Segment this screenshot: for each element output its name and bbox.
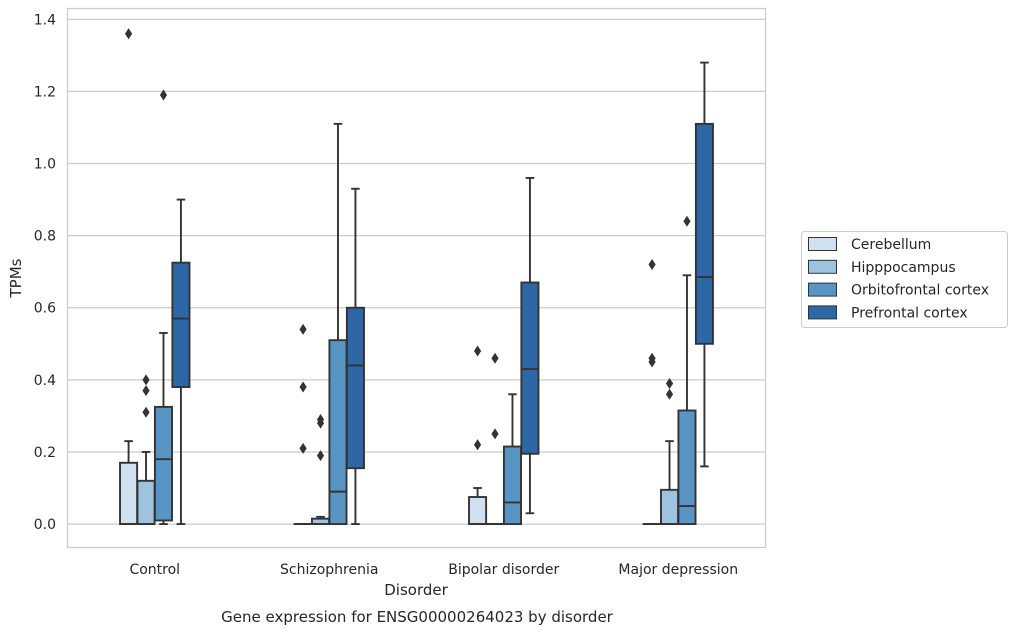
box	[136, 374, 156, 526]
box	[119, 28, 139, 526]
outlier-point	[491, 428, 499, 440]
x-tick-label: Bipolar disorder	[448, 562, 559, 578]
legend-label: Orbitofrontal cortex	[851, 283, 989, 299]
box	[677, 215, 697, 526]
box	[660, 377, 680, 526]
outlier-point	[299, 323, 307, 335]
box	[694, 61, 714, 468]
box-iqr	[328, 339, 348, 526]
box	[345, 187, 365, 526]
outlier-point	[299, 381, 307, 393]
legend-label: Hipppocampus	[851, 260, 956, 276]
legend-frame	[801, 231, 1008, 328]
box	[502, 393, 522, 526]
outlier-point	[473, 439, 482, 451]
box-iqr	[171, 261, 191, 389]
box	[293, 323, 313, 526]
y-tick-label: 0.4	[34, 373, 56, 389]
x-axis-ticks: Control Schizophrenia Bipolar disorder Majo…	[129, 562, 738, 578]
box	[468, 345, 488, 526]
outlier-point	[142, 406, 150, 418]
box-iqr	[660, 488, 680, 526]
box-iqr	[153, 405, 173, 522]
legend-swatch	[808, 305, 837, 320]
x-tick-label: Major depression	[618, 562, 738, 578]
outlier-point	[491, 352, 499, 364]
box-groups	[119, 28, 714, 526]
box-iqr	[468, 496, 488, 526]
x-axis-label: Disorder	[384, 581, 448, 599]
y-axis-ticks: 0.0 0.2 0.4 0.6 0.8 1.0 1.2 1.4	[34, 12, 56, 533]
legend-swatch	[808, 282, 837, 297]
series-prefrontal-cortex	[171, 61, 714, 526]
series-hipppocampus	[136, 352, 680, 526]
outlier-point	[648, 356, 656, 368]
box-iqr	[502, 445, 522, 526]
box	[520, 177, 540, 515]
box	[171, 198, 191, 526]
outlier-point	[683, 215, 691, 227]
plot-frame	[66, 7, 767, 549]
outlier-point	[142, 374, 150, 386]
chart-title: Gene expression for ENSG00000264023 by d…	[221, 608, 614, 626]
box	[153, 89, 173, 526]
outlier-point	[124, 28, 133, 40]
outlier-point	[665, 388, 674, 400]
y-tick-label: 1.2	[34, 84, 56, 100]
outlier-point	[648, 258, 656, 270]
series-cerebellum	[119, 28, 662, 526]
outlier-point	[159, 89, 168, 101]
y-tick-label: 0.6	[34, 301, 56, 317]
legend-swatch	[808, 259, 837, 274]
outlier-point	[299, 442, 307, 454]
box-iqr	[136, 479, 156, 526]
y-tick-label: 0.0	[34, 517, 56, 533]
legend-label: Cerebellum	[851, 237, 931, 253]
y-tick-label: 0.8	[34, 229, 56, 245]
box	[485, 352, 505, 526]
y-tick-label: 1.4	[34, 12, 56, 28]
box-iqr	[345, 306, 365, 470]
outlier-point	[473, 345, 482, 357]
y-tick-label: 1.0	[34, 157, 56, 173]
x-tick-label: Control	[129, 562, 180, 578]
outlier-point	[316, 450, 325, 462]
outlier-point	[142, 385, 150, 397]
x-tick-label: Schizophrenia	[280, 562, 378, 578]
box	[311, 414, 331, 526]
legend-label: Prefrontal cortex	[851, 305, 968, 321]
legend: Cerebellum Hipppocampus Orbitofrontal cort…	[801, 231, 1008, 328]
outlier-point	[665, 377, 674, 389]
y-axis-label: TPMs	[7, 258, 25, 298]
box-iqr	[694, 122, 714, 345]
y-tick-label: 0.2	[34, 445, 56, 461]
legend-swatch	[808, 237, 837, 251]
box-iqr	[677, 409, 697, 526]
outlier-point	[316, 417, 325, 429]
box-iqr	[119, 461, 139, 526]
